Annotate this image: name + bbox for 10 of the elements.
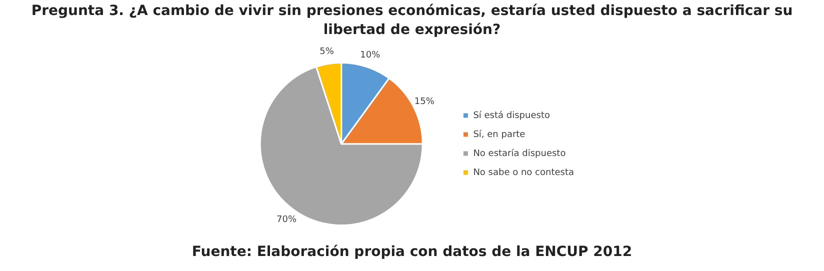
legend-label: No sabe o no contesta — [473, 168, 574, 178]
data-label: 5% — [320, 47, 334, 58]
source-note: Fuente: Elaboración propia con datos de la ENCUP 2012 — [190, 244, 634, 260]
data-label: 70% — [276, 214, 297, 225]
legend-label: No estaría dispuesto — [473, 148, 566, 159]
chart-title: Pregunta 3. ¿A cambio de vivir sin presiones económicas, estaría usted dispuesto a sacrificar su libertad de expresión? — [30, 2, 794, 40]
legend-label: Sí, en parte — [473, 128, 526, 140]
legend-label: Sí está dispuesto — [473, 110, 550, 121]
data-label: 15% — [414, 97, 435, 108]
data-label: 10% — [360, 50, 381, 61]
